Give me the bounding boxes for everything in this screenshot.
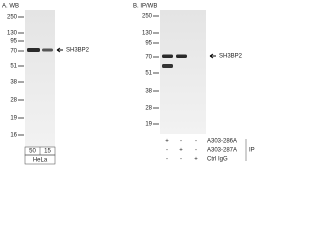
marker-label: 51 <box>145 71 152 77</box>
marker-label: 70 <box>10 49 17 55</box>
marker-label: 28 <box>10 98 17 104</box>
panel-label: B. IP/WB <box>133 4 157 10</box>
band <box>162 64 173 68</box>
condition-mark: + <box>194 157 198 163</box>
condition-mark: - <box>166 148 168 154</box>
target-label: SH3BP2 <box>66 48 90 54</box>
marker-label: 130 <box>7 31 18 37</box>
condition-mark: + <box>179 148 183 154</box>
blot-b <box>160 10 206 134</box>
sample-box <box>24 154 56 165</box>
marker-label: 95 <box>10 39 17 45</box>
antibody-label: A303-287A <box>207 148 237 154</box>
marker-label: 38 <box>145 89 152 95</box>
marker-label: 16 <box>10 133 17 139</box>
condition-mark: - <box>195 148 197 154</box>
marker-label: 28 <box>145 106 152 112</box>
ip-label: IP <box>249 148 255 154</box>
band <box>42 48 53 52</box>
marker-label: 19 <box>10 116 17 122</box>
condition-mark: - <box>195 139 197 145</box>
lane-label: 50 <box>29 149 36 155</box>
target-label: SH3BP2 <box>219 54 243 60</box>
antibody-label: Ctrl IgG <box>207 157 228 163</box>
marker-label: 95 <box>145 41 152 47</box>
condition-mark: - <box>180 139 182 145</box>
sample-label: HeLa <box>33 158 48 164</box>
marker-label: 19 <box>145 122 152 128</box>
band <box>162 54 173 58</box>
condition-mark: + <box>165 139 169 145</box>
arrow <box>56 47 63 53</box>
band <box>27 48 40 52</box>
marker-label: 250 <box>142 14 153 20</box>
condition-mark: - <box>166 157 168 163</box>
band <box>176 54 187 58</box>
blot-a <box>25 10 55 147</box>
arrow <box>209 53 216 59</box>
marker-label: 51 <box>10 64 17 70</box>
marker-label: 250 <box>7 15 18 21</box>
antibody-label: A303-286A <box>207 139 237 145</box>
marker-label: 130 <box>142 31 153 37</box>
condition-mark: - <box>180 157 182 163</box>
marker-label: 38 <box>10 80 17 86</box>
marker-label: 70 <box>145 55 152 61</box>
panel-label: A. WB <box>2 4 19 10</box>
lane-label: 15 <box>44 149 51 155</box>
figure: A. WB SH3BP2 HeLa B. IP/WB SH3BP2 IP 250… <box>2 4 255 165</box>
